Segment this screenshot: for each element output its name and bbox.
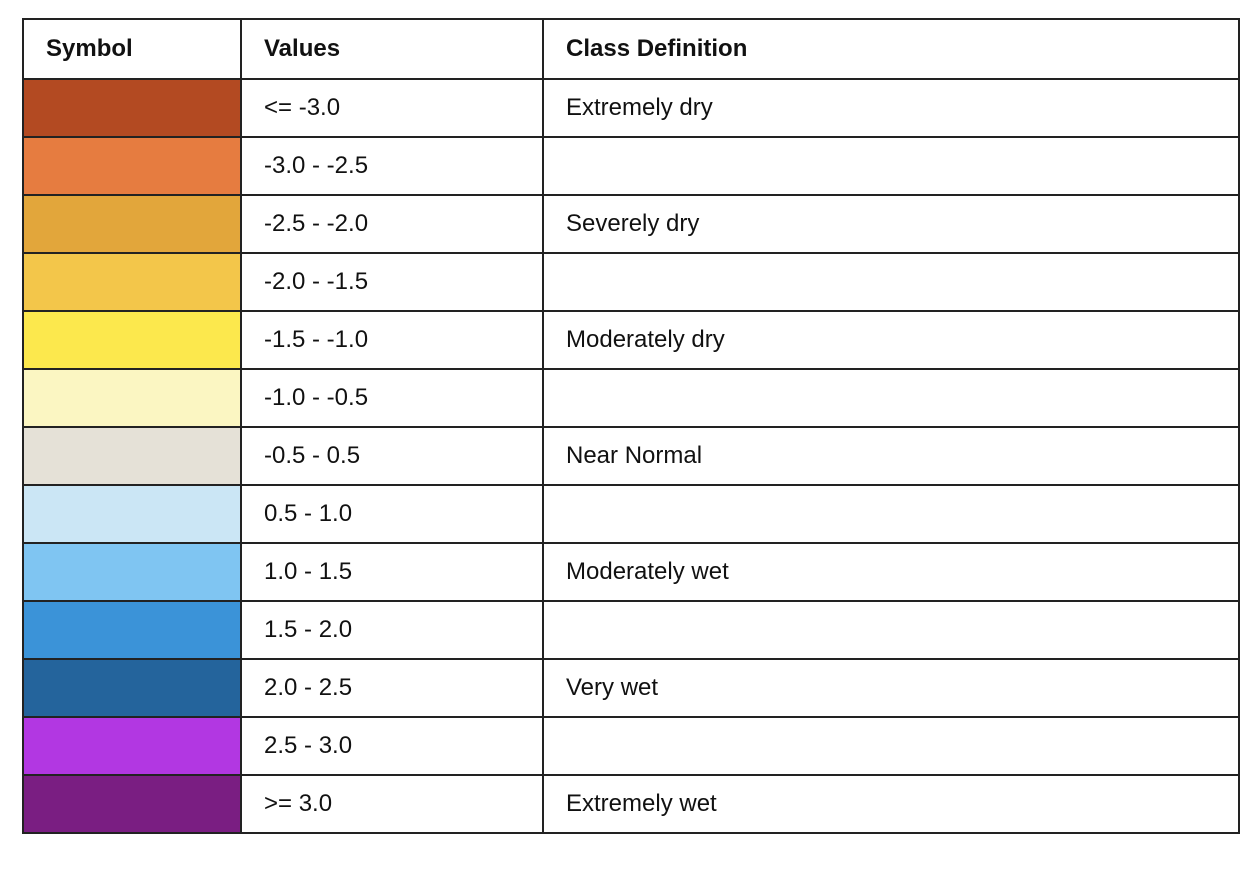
value-range: -0.5 - 0.5 [240,426,544,486]
value-range: 0.5 - 1.0 [240,484,544,544]
value-range: >= 3.0 [240,774,544,834]
class-definition [542,484,1240,544]
table-row: -3.0 - -2.5 [22,136,1240,196]
color-swatch [22,194,242,254]
class-definition: Very wet [542,658,1240,718]
color-swatch [22,716,242,776]
value-range: -2.0 - -1.5 [240,252,544,312]
class-definition: Severely dry [542,194,1240,254]
color-swatch [22,658,242,718]
class-definition: Extremely dry [542,78,1240,138]
class-definition [542,600,1240,660]
class-definition [542,716,1240,776]
header-row: Symbol Values Class Definition [22,18,1240,80]
value-range: 1.0 - 1.5 [240,542,544,602]
table-row: >= 3.0 Extremely wet [22,774,1240,834]
table-row: -2.0 - -1.5 [22,252,1240,312]
color-swatch [22,484,242,544]
table-row: 1.5 - 2.0 [22,600,1240,660]
color-swatch [22,136,242,196]
table-row: <= -3.0 Extremely dry [22,78,1240,138]
value-range: 1.5 - 2.0 [240,600,544,660]
table-row: -0.5 - 0.5 Near Normal [22,426,1240,486]
color-swatch [22,542,242,602]
table-row: 0.5 - 1.0 [22,484,1240,544]
table-row: -2.5 - -2.0 Severely dry [22,194,1240,254]
class-definition [542,368,1240,428]
class-definition [542,136,1240,196]
value-range: -1.5 - -1.0 [240,310,544,370]
header-class-definition: Class Definition [542,18,1240,80]
color-swatch [22,252,242,312]
class-definition: Moderately wet [542,542,1240,602]
value-range: <= -3.0 [240,78,544,138]
class-definition: Extremely wet [542,774,1240,834]
value-range: 2.5 - 3.0 [240,716,544,776]
value-range: -3.0 - -2.5 [240,136,544,196]
class-definition: Near Normal [542,426,1240,486]
color-swatch [22,600,242,660]
class-definition: Moderately dry [542,310,1240,370]
header-symbol: Symbol [22,18,242,80]
color-swatch [22,368,242,428]
table-row: 2.5 - 3.0 [22,716,1240,776]
color-swatch [22,310,242,370]
value-range: 2.0 - 2.5 [240,658,544,718]
color-swatch [22,78,242,138]
table-row: 2.0 - 2.5 Very wet [22,658,1240,718]
color-swatch [22,426,242,486]
table-row: 1.0 - 1.5 Moderately wet [22,542,1240,602]
table-row: -1.5 - -1.0 Moderately dry [22,310,1240,370]
class-definition [542,252,1240,312]
value-range: -2.5 - -2.0 [240,194,544,254]
legend-body: <= -3.0 Extremely dry -3.0 - -2.5 -2.5 - -2… [22,78,1240,834]
legend-table: Symbol Values Class Definition <= -3.0 Ex… [22,18,1240,834]
color-swatch [22,774,242,834]
value-range: -1.0 - -0.5 [240,368,544,428]
header-values: Values [240,18,544,80]
table-row: -1.0 - -0.5 [22,368,1240,428]
